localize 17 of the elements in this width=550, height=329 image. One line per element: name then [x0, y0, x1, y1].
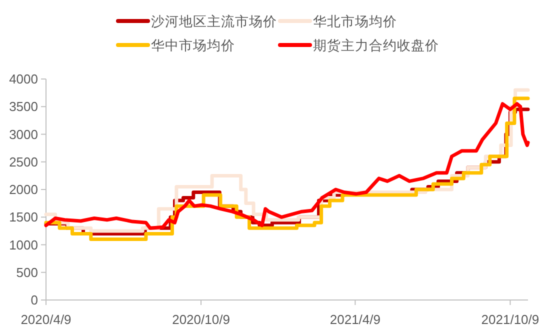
y-tick-label: 2000 [9, 182, 38, 197]
y-tick-label: 1500 [9, 210, 38, 225]
y-tick-label: 1000 [9, 237, 38, 252]
legend-label: 华北市场均价 [313, 14, 397, 29]
y-tick-label: 3000 [9, 126, 38, 142]
x-tick-label: 2020/10/9 [172, 312, 230, 327]
legend-label: 华中市场均价 [151, 38, 235, 53]
y-tick-label: 3500 [9, 99, 38, 114]
y-tick-label: 0 [30, 292, 38, 308]
y-tick-label: 500 [16, 264, 38, 280]
y-tick-label: 4000 [9, 72, 38, 86]
legend-label: 期货主力合约收盘价 [313, 38, 439, 53]
legend-label: 沙河地区主流市场价 [151, 14, 277, 29]
y-tick-label: 2500 [9, 154, 38, 170]
x-tick-label: 2021/10/9 [481, 312, 540, 327]
x-tick-label: 2020/4/9 [20, 312, 72, 327]
x-tick-label: 2021/4/9 [330, 312, 380, 327]
